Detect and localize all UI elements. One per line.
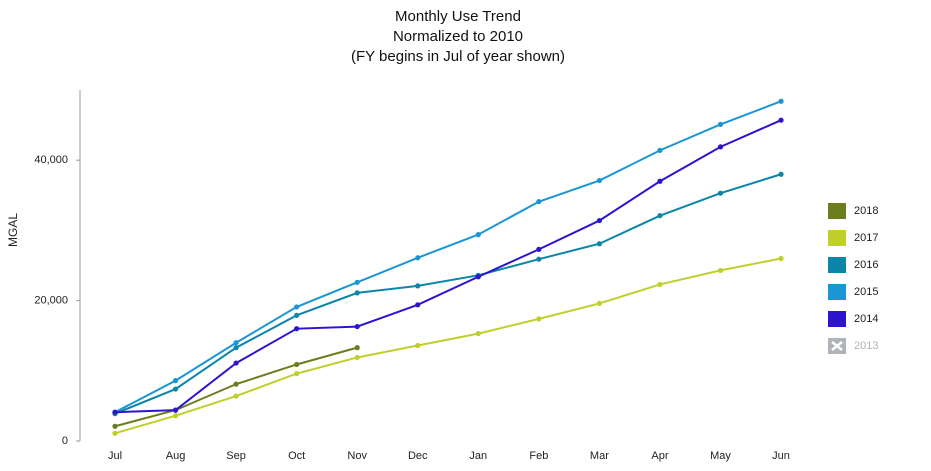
y-tick-label: 40,000 — [34, 154, 68, 166]
data-point — [172, 413, 179, 419]
legend-swatch[interactable] — [828, 284, 846, 300]
legend-swatch[interactable] — [828, 257, 846, 273]
series-line — [114, 100, 782, 414]
x-tick-label: Sep — [226, 450, 246, 462]
data-point — [657, 213, 663, 219]
series-line — [114, 257, 782, 435]
data-point — [233, 360, 239, 366]
data-point — [354, 323, 360, 330]
legend-label[interactable]: 2015 — [854, 286, 878, 298]
data-point — [233, 340, 239, 346]
data-point — [596, 177, 603, 184]
data-point — [294, 312, 300, 318]
data-point — [294, 304, 300, 310]
data-point — [354, 290, 360, 296]
legend-label[interactable]: 2014 — [854, 313, 878, 325]
x-tick-label: Aug — [166, 450, 186, 462]
x-tick-label: Oct — [288, 450, 305, 462]
data-point — [717, 121, 724, 127]
x-tick-label: Jan — [469, 450, 487, 462]
data-point — [596, 217, 603, 224]
data-point — [657, 178, 663, 184]
data-point — [596, 241, 603, 247]
x-tick-label: Dec — [408, 450, 428, 462]
y-tick-label: 20,000 — [34, 295, 68, 307]
series-line — [114, 173, 782, 415]
legend-swatch[interactable] — [828, 203, 846, 219]
legend-swatch[interactable] — [828, 311, 846, 327]
data-point — [717, 267, 724, 274]
x-tick-label: Feb — [529, 450, 548, 462]
legend-hidden-icon[interactable] — [831, 341, 843, 351]
data-point — [112, 423, 118, 429]
data-point — [354, 279, 360, 285]
data-point — [415, 342, 421, 349]
data-point — [112, 430, 118, 436]
data-point — [717, 190, 724, 196]
data-point — [172, 386, 179, 392]
data-point — [233, 393, 239, 399]
legend-label[interactable]: 2013 — [854, 340, 878, 352]
data-point — [415, 255, 421, 261]
data-point — [233, 345, 239, 351]
data-point — [172, 378, 179, 384]
data-point — [475, 274, 481, 280]
data-point — [172, 407, 179, 413]
data-point — [354, 345, 360, 351]
x-tick-label: Apr — [651, 450, 668, 462]
data-point — [112, 409, 118, 415]
legend-label[interactable]: 2018 — [854, 205, 878, 217]
data-point — [294, 361, 300, 368]
data-point — [778, 171, 784, 177]
legend-label[interactable]: 2017 — [854, 232, 878, 244]
data-point — [596, 300, 603, 307]
data-point — [778, 98, 784, 104]
data-point — [475, 232, 481, 238]
x-tick-label: Jun — [772, 450, 790, 462]
x-tick-label: Mar — [590, 450, 609, 462]
x-tick-label: Nov — [347, 450, 367, 462]
data-point — [778, 255, 784, 262]
data-point — [657, 281, 663, 288]
chart-title: Monthly Use Trend — [395, 8, 521, 25]
chart-subtitle: (FY begins in Jul of year shown) — [351, 48, 565, 65]
y-axis-label: MGAL — [6, 213, 20, 247]
data-point — [294, 326, 300, 332]
data-point — [536, 199, 542, 205]
legend-label[interactable]: 2016 — [854, 259, 878, 271]
data-point — [778, 117, 784, 123]
data-point — [536, 256, 542, 262]
data-point — [536, 316, 542, 322]
data-point — [294, 371, 300, 377]
y-tick-label: 0 — [62, 435, 68, 447]
data-point — [354, 354, 360, 361]
series-line — [114, 119, 782, 414]
data-point — [415, 283, 421, 289]
x-tick-label: May — [710, 450, 731, 462]
data-point — [657, 147, 663, 153]
series-line — [114, 346, 358, 428]
chart-subtitle: Normalized to 2010 — [393, 28, 523, 45]
data-point — [717, 144, 724, 150]
data-point — [536, 246, 542, 252]
data-point — [415, 302, 421, 308]
data-point — [233, 381, 239, 387]
legend-swatch[interactable] — [828, 230, 846, 246]
x-tick-label: Jul — [108, 450, 122, 462]
data-point — [475, 330, 481, 337]
